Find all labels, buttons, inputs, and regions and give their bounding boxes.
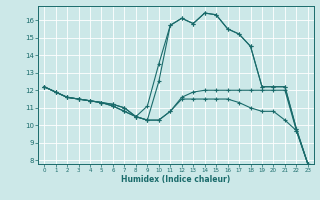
X-axis label: Humidex (Indice chaleur): Humidex (Indice chaleur) xyxy=(121,175,231,184)
